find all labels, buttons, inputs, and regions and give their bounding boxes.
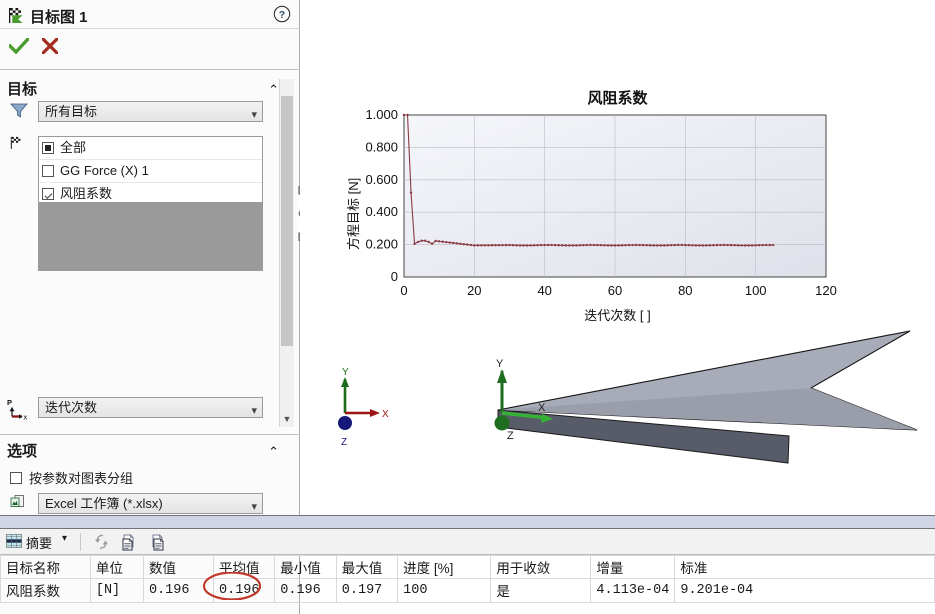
svg-text:0: 0: [391, 269, 398, 284]
svg-text:0.200: 0.200: [365, 237, 398, 252]
svg-text:60: 60: [608, 283, 622, 298]
svg-text:120: 120: [815, 283, 837, 298]
svg-text:Z: Z: [341, 437, 347, 448]
svg-text:0.800: 0.800: [365, 139, 398, 154]
svg-text:Y: Y: [496, 358, 504, 370]
svg-text:Z: Z: [507, 430, 514, 442]
svg-text:100: 100: [745, 283, 767, 298]
svg-text:1.000: 1.000: [365, 107, 398, 122]
svg-text:0.600: 0.600: [365, 172, 398, 187]
svg-text:P: P: [7, 398, 12, 407]
svg-text:0.400: 0.400: [365, 204, 398, 219]
svg-text:x: x: [24, 413, 28, 422]
svg-text:40: 40: [537, 283, 551, 298]
svg-text:X: X: [382, 409, 389, 420]
svg-text:X: X: [538, 402, 546, 414]
svg-text:80: 80: [678, 283, 692, 298]
svg-text:0: 0: [400, 283, 407, 298]
svg-text:Y: Y: [342, 367, 349, 378]
svg-text:?: ?: [279, 9, 285, 21]
svg-text:20: 20: [467, 283, 481, 298]
